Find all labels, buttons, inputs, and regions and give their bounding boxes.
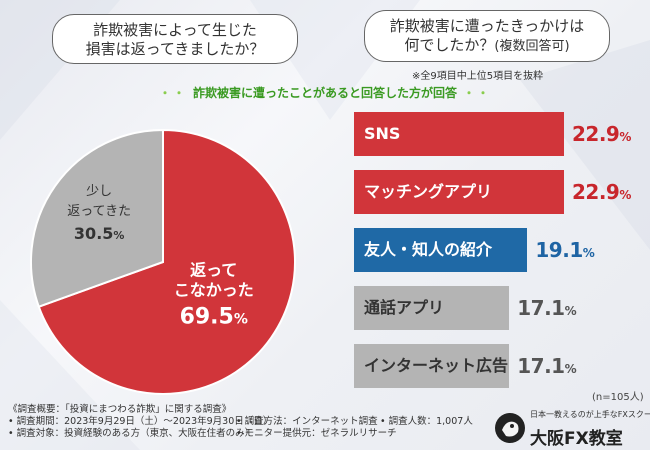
sample-size: (n=105人) bbox=[592, 392, 644, 403]
pie-slice-value: 69.5% bbox=[180, 305, 248, 330]
bar-value-label: 17.1% bbox=[517, 354, 577, 378]
logo-tagline: 日本一教えるのが上手なFXスクール bbox=[530, 410, 650, 419]
survey-title: 《調査概要：「投資にまつわる詐欺」に関する調査》 bbox=[8, 404, 232, 415]
pie-slice bbox=[30, 128, 164, 308]
pie-slice-label-line: 少し bbox=[86, 184, 112, 199]
survey-target: • 調査対象：投資経験のある方（東京、大阪在住者のみ） bbox=[8, 428, 255, 439]
right-question-suffix: (複数回答可) bbox=[494, 39, 570, 54]
bar: インターネット広告 bbox=[354, 344, 510, 388]
subtitle-dots-right: ・・ bbox=[463, 86, 492, 100]
pie-slice-value: 30.5% bbox=[74, 224, 125, 243]
bar: 友人・知人の紹介 bbox=[354, 228, 528, 272]
logo-name: 大阪FX教室 bbox=[530, 429, 623, 449]
right-question-line1: 詐欺被害に遭ったきっかけは bbox=[389, 17, 585, 35]
subtitle-dots-left: ・・ bbox=[158, 86, 187, 100]
bar-category-label: マッチングアプリ bbox=[364, 182, 493, 201]
pie-slice-label-line: 返って bbox=[190, 261, 237, 280]
subtitle: ・・ 詐欺被害に遭ったことがあると回答した方が回答 ・・ bbox=[0, 84, 650, 101]
bar-value-label: 22.9% bbox=[572, 122, 632, 146]
bar-value-label: 19.1% bbox=[535, 238, 595, 262]
pie-slice bbox=[37, 128, 296, 395]
bar-category-label: 友人・知人の紹介 bbox=[364, 240, 493, 259]
right-question-line2: 何でしたか？ bbox=[404, 36, 495, 54]
subtitle-text: 詐欺被害に遭ったことがあると回答した方が回答 bbox=[192, 86, 457, 100]
right-question-box: 詐欺被害に遭ったきっかけは 何でしたか？(複数回答可) bbox=[364, 10, 610, 62]
survey-period: • 調査期間：2023年9月29日（土）〜2023年9月30日（日） bbox=[8, 416, 273, 427]
pie-slice-label-line: こなかった bbox=[174, 281, 254, 300]
bar: 通話アプリ bbox=[354, 286, 510, 330]
bar: SNS bbox=[354, 112, 564, 156]
survey-method: • 調査方法：インターネット調査 bbox=[236, 416, 378, 427]
left-question-line2: 損害は返ってきましたか？ bbox=[85, 40, 265, 58]
bar-category-label: 通話アプリ bbox=[364, 298, 445, 317]
survey-provider: • モニター提供元：ゼネラルリサーチ bbox=[236, 428, 397, 439]
bar-category-label: インターネット広告 bbox=[364, 356, 509, 375]
bar-value-label: 17.1% bbox=[517, 296, 577, 320]
right-question-line2-wrap: 何でしたか？(複数回答可) bbox=[365, 36, 609, 56]
school-logo-icon bbox=[495, 413, 525, 443]
pie-slice-label-line: 返ってきた bbox=[67, 204, 131, 219]
survey-count: • 調査人数：1,007人 bbox=[380, 416, 473, 427]
bar-value-label: 22.9% bbox=[572, 180, 632, 204]
left-question-line1: 詐欺被害によって生じた bbox=[93, 21, 257, 39]
bar: マッチングアプリ bbox=[354, 170, 564, 214]
left-question-box: 詐欺被害によって生じた 損害は返ってきましたか？ bbox=[52, 14, 298, 64]
selection-note: ※全9項目中上位5項目を抜粋 bbox=[412, 71, 544, 82]
bar-category-label: SNS bbox=[364, 124, 401, 143]
